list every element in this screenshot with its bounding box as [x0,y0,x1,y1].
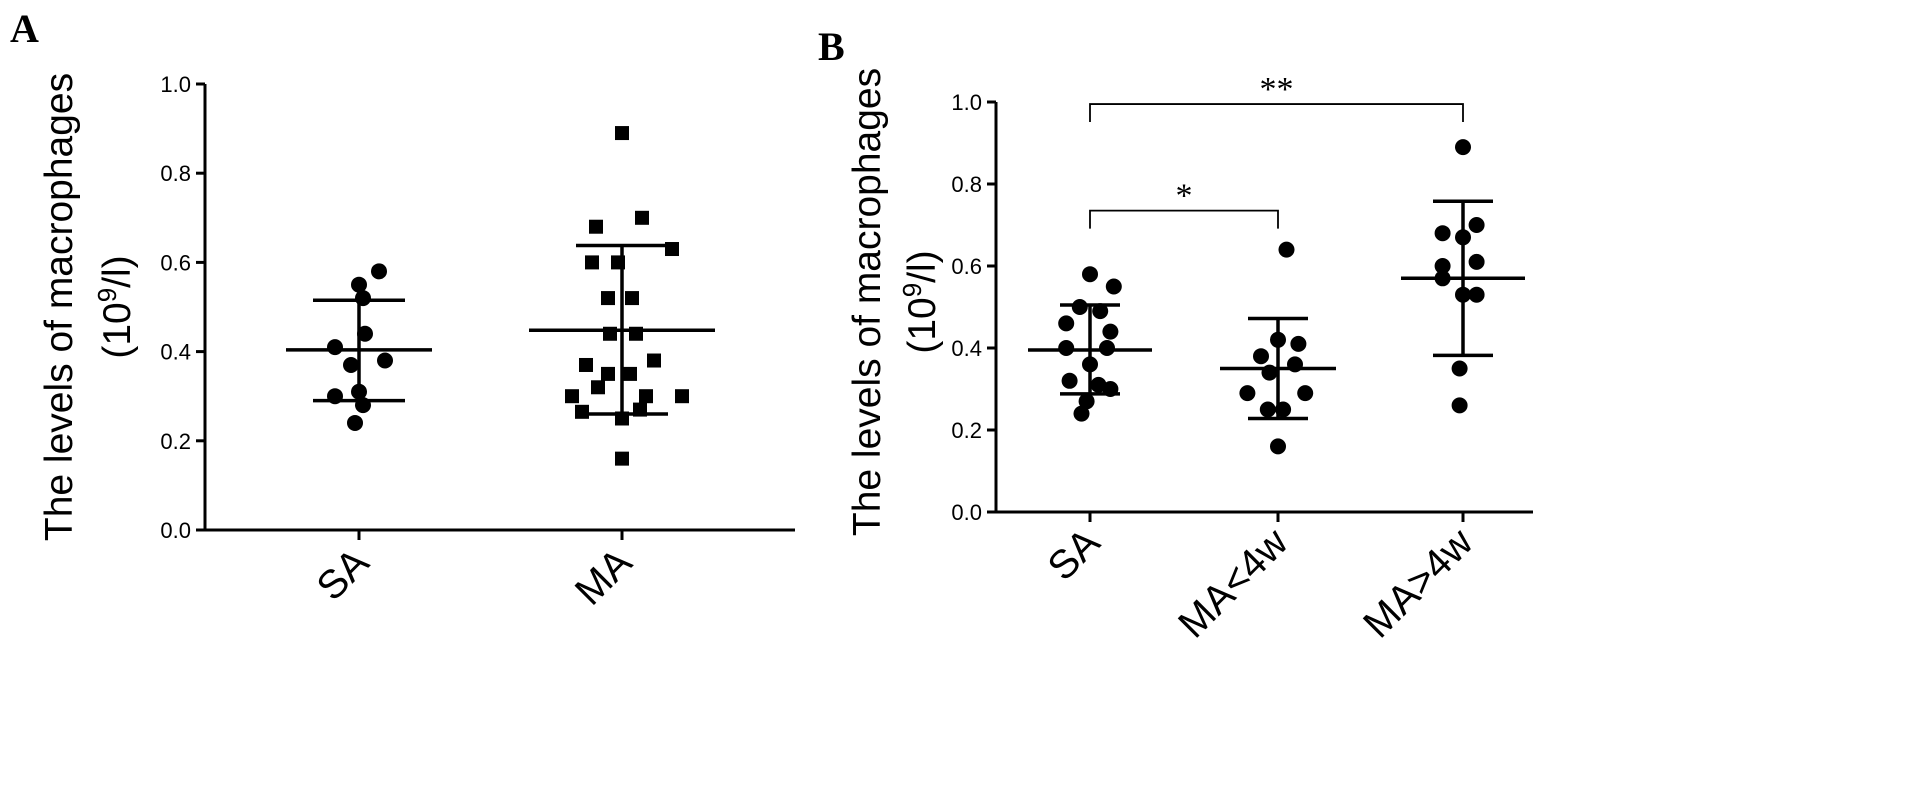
panel-b: B 0.0 0.2 0.4 0.6 0.8 1.0 The levels of macroph… [818,24,1533,646]
data-point-circle [371,263,387,280]
data-point-circle [1058,315,1075,332]
y-tick-label: 1.0 [160,72,191,97]
data-point-circle [1099,340,1115,356]
series-ma-4w [1401,139,1525,414]
data-point-square [615,451,629,466]
data-point-circle [1105,278,1122,295]
y-tick-label: 0.4 [951,336,982,361]
y-axis-label-prefix: (10 [96,302,139,358]
series-sa [286,263,432,431]
data-point-circle [377,352,393,369]
data-point-circle [1434,225,1451,242]
data-point-circle [357,325,373,342]
data-point-circle [1468,217,1485,233]
data-point-square [623,366,637,381]
y-axis-label-prefix: (10 [901,297,944,353]
data-point-square [601,291,615,306]
y-tick-label: 0.6 [160,250,191,275]
data-point-square [625,291,639,306]
data-point-square [615,126,629,141]
x-tick-label: MA>4w [1355,520,1481,646]
x-tick-label: MA [567,540,641,614]
y-tick-label: 0.2 [160,429,191,454]
data-point-circle [1297,385,1314,402]
series-ma-4w [1220,241,1336,455]
data-point-square [585,255,599,270]
panel-letter: B [818,24,845,69]
data-point-circle [1451,360,1468,377]
data-point-square [579,357,593,372]
data-point-square [591,380,605,395]
data-point-circle [1061,372,1078,389]
y-axis-label-superscript: 9 [92,288,122,302]
data-point-circle [1451,397,1468,414]
data-point-circle [1270,438,1286,455]
data-point-square [647,353,661,368]
data-point-square [565,389,579,404]
data-point-circle [343,356,359,373]
data-point-circle [1073,405,1090,422]
y-axis-label-line2: (109/l) [92,255,139,358]
data-point-square [675,389,689,404]
data-point-circle [1082,266,1098,283]
x-tick-label: SA [309,540,378,609]
series-ma [529,126,715,466]
data-point-circle [351,276,367,293]
data-point-square [589,219,603,234]
data-point-circle [1259,401,1276,418]
significance-bracket [1089,209,1279,229]
y-tick-label: 0.8 [160,161,191,186]
y-tick-label: 0.8 [951,172,982,197]
data-point-circle [1468,253,1485,270]
data-point-circle [1253,348,1269,365]
data-point-circle [1092,303,1109,320]
data-point-square [635,210,649,225]
panel-a: A 0.0 0.2 0.4 0.6 0.8 1.0 The levels of macroph… [10,6,795,614]
series-sa [1028,266,1152,422]
significance-label: ** [1260,71,1294,108]
data-point-circle [1058,340,1075,356]
x-tick-label: MA<4w [1170,520,1296,646]
significance-label: * [1176,178,1193,215]
x-tick-label: SA [1040,520,1109,589]
data-point-circle [1455,139,1471,156]
data-point-square [665,242,679,257]
data-point-square [601,366,615,381]
y-tick-label: 0.6 [951,254,982,279]
data-point-circle [1071,299,1088,315]
data-point-circle [1468,286,1485,303]
data-point-circle [1290,335,1307,352]
data-point-circle [347,414,363,431]
y-tick-label: 0.4 [160,340,191,365]
y-axis-label-superscript: 9 [897,283,927,297]
data-point-square [575,404,589,419]
data-point-circle [1278,241,1295,258]
data-point-circle [327,339,343,356]
y-tick-label: 0.0 [951,500,982,525]
y-axis-label-suffix: /l) [96,255,139,288]
y-axis-label-suffix: /l) [901,250,944,283]
data-point-circle [1434,258,1451,274]
y-axis-label-line1: The levels of macrophages [846,68,889,536]
y-tick-label: 0.2 [951,418,982,443]
data-point-circle [1102,323,1119,340]
data-point-circle [1078,393,1095,410]
significance-bracket [1089,103,1464,123]
y-tick-label: 0.0 [160,518,191,543]
y-axis-label-line2: (109/l) [897,250,944,353]
data-point-circle [1239,385,1256,402]
data-point-square [639,389,653,404]
y-tick-label: 1.0 [951,90,982,115]
panel-letter: A [10,6,39,51]
y-axis-label-line1: The levels of macrophages [38,73,81,541]
